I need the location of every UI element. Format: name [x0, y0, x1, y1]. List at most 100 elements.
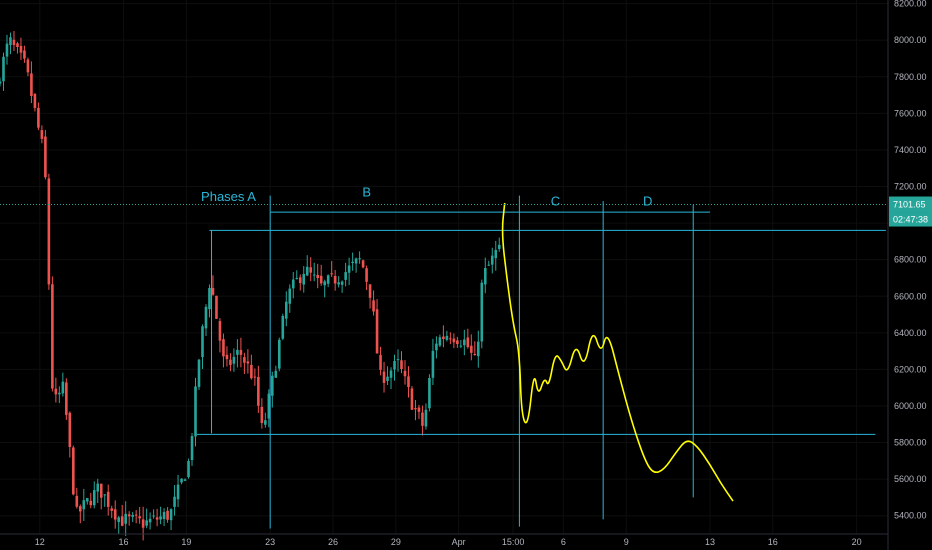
candle-body — [438, 337, 442, 346]
candle-body — [400, 360, 403, 370]
candle-body — [333, 276, 337, 284]
candle-body — [19, 45, 23, 53]
candle-body — [78, 506, 82, 512]
phase-label: B — [362, 185, 371, 200]
candle-body — [37, 107, 40, 128]
candle-body — [232, 356, 236, 364]
candle-body — [96, 483, 100, 492]
last-price-value: 7101.65 — [893, 200, 926, 210]
candle-body — [431, 350, 435, 378]
candle-body — [44, 136, 47, 178]
candle-body — [494, 249, 498, 259]
candle-body — [497, 244, 501, 249]
candle-body — [138, 516, 141, 519]
candle-body — [225, 354, 229, 360]
candle-body — [466, 337, 470, 348]
candle-body — [40, 130, 44, 139]
candle-body — [410, 388, 414, 410]
chart-grid — [0, 0, 888, 534]
x-tick-label: 23 — [265, 537, 275, 547]
candle-body — [113, 509, 117, 520]
countdown-value: 02:47:38 — [893, 215, 928, 225]
candle-body — [180, 478, 183, 483]
candle-body — [278, 339, 281, 369]
countdown-tag — [889, 212, 932, 227]
candle-body — [72, 447, 75, 495]
candle-body — [110, 508, 114, 511]
x-tick-label: 20 — [852, 537, 862, 547]
candle-body — [298, 277, 302, 284]
phase-label: Phases A — [201, 189, 256, 204]
last-price-tag — [889, 196, 932, 213]
candle-body — [358, 258, 361, 260]
candle-body — [354, 258, 358, 264]
y-tick-label: 6200.00 — [894, 364, 927, 374]
candle-body — [194, 386, 197, 437]
candle-body — [148, 518, 152, 523]
candle-body — [58, 392, 61, 395]
candle-body — [120, 516, 124, 526]
candle-body — [208, 287, 211, 310]
candle-body — [103, 494, 107, 496]
phase-label: C — [551, 194, 560, 209]
y-tick-label: 6800.00 — [894, 255, 927, 265]
candle-body — [456, 340, 459, 345]
candle-body — [176, 484, 180, 500]
candle-body — [89, 500, 93, 506]
candle-body — [305, 266, 309, 276]
candle-body — [473, 353, 477, 356]
candle-body — [403, 370, 407, 377]
projection-drawing — [501, 202, 734, 502]
candle-body — [166, 510, 169, 520]
candle-body — [295, 277, 299, 279]
candle-body — [487, 264, 491, 266]
candle-body — [250, 364, 253, 379]
y-tick-label: 5600.00 — [894, 474, 927, 484]
candle-body — [169, 509, 173, 521]
candle-body — [449, 338, 452, 340]
time-axis[interactable]: 12 16 19 23 26 29 Apr 15:00 6 9 13 16 20 — [0, 533, 888, 547]
candle-body — [131, 514, 134, 517]
candle-body — [218, 321, 222, 341]
candle-body — [162, 512, 166, 520]
candle-body — [222, 339, 225, 357]
candle-body — [190, 436, 194, 461]
candle-body — [145, 520, 148, 526]
candle-body — [365, 268, 368, 282]
candle-body — [92, 490, 96, 506]
candle-body — [368, 284, 372, 298]
candle-body — [312, 274, 316, 276]
candle-body — [141, 519, 145, 528]
phase-drawings: Phases A B C D — [196, 185, 886, 529]
candle-body — [134, 514, 138, 516]
candle-body — [326, 275, 330, 284]
y-tick-label: 7200.00 — [894, 182, 927, 192]
candle-body — [152, 515, 155, 517]
projection-path — [501, 202, 734, 502]
candle-body — [215, 295, 218, 319]
candle-body — [201, 326, 204, 358]
candle-body — [5, 43, 9, 57]
candle-body — [54, 388, 58, 395]
candle-body — [236, 349, 239, 355]
candle-body — [30, 73, 33, 96]
candle-body — [480, 282, 484, 342]
candle-body — [284, 301, 288, 319]
candle-body — [396, 359, 400, 361]
candle-body — [260, 406, 264, 424]
candle-body — [33, 93, 37, 108]
y-tick-label: 5400.00 — [894, 511, 927, 521]
candle-body — [127, 514, 131, 517]
candle-body — [274, 370, 278, 378]
candle-body — [372, 300, 375, 312]
candle-body — [477, 341, 480, 357]
candle-body — [490, 255, 494, 265]
candle-body — [159, 516, 162, 520]
price-axis[interactable]: 5400.00 5600.00 5800.00 6000.00 6200.00 6400.… — [887, 0, 932, 550]
candle-body — [361, 260, 365, 268]
y-tick-label: 7800.00 — [894, 72, 927, 82]
phase-label: D — [643, 194, 652, 209]
candle-body — [351, 261, 354, 264]
candle-body — [9, 37, 12, 46]
